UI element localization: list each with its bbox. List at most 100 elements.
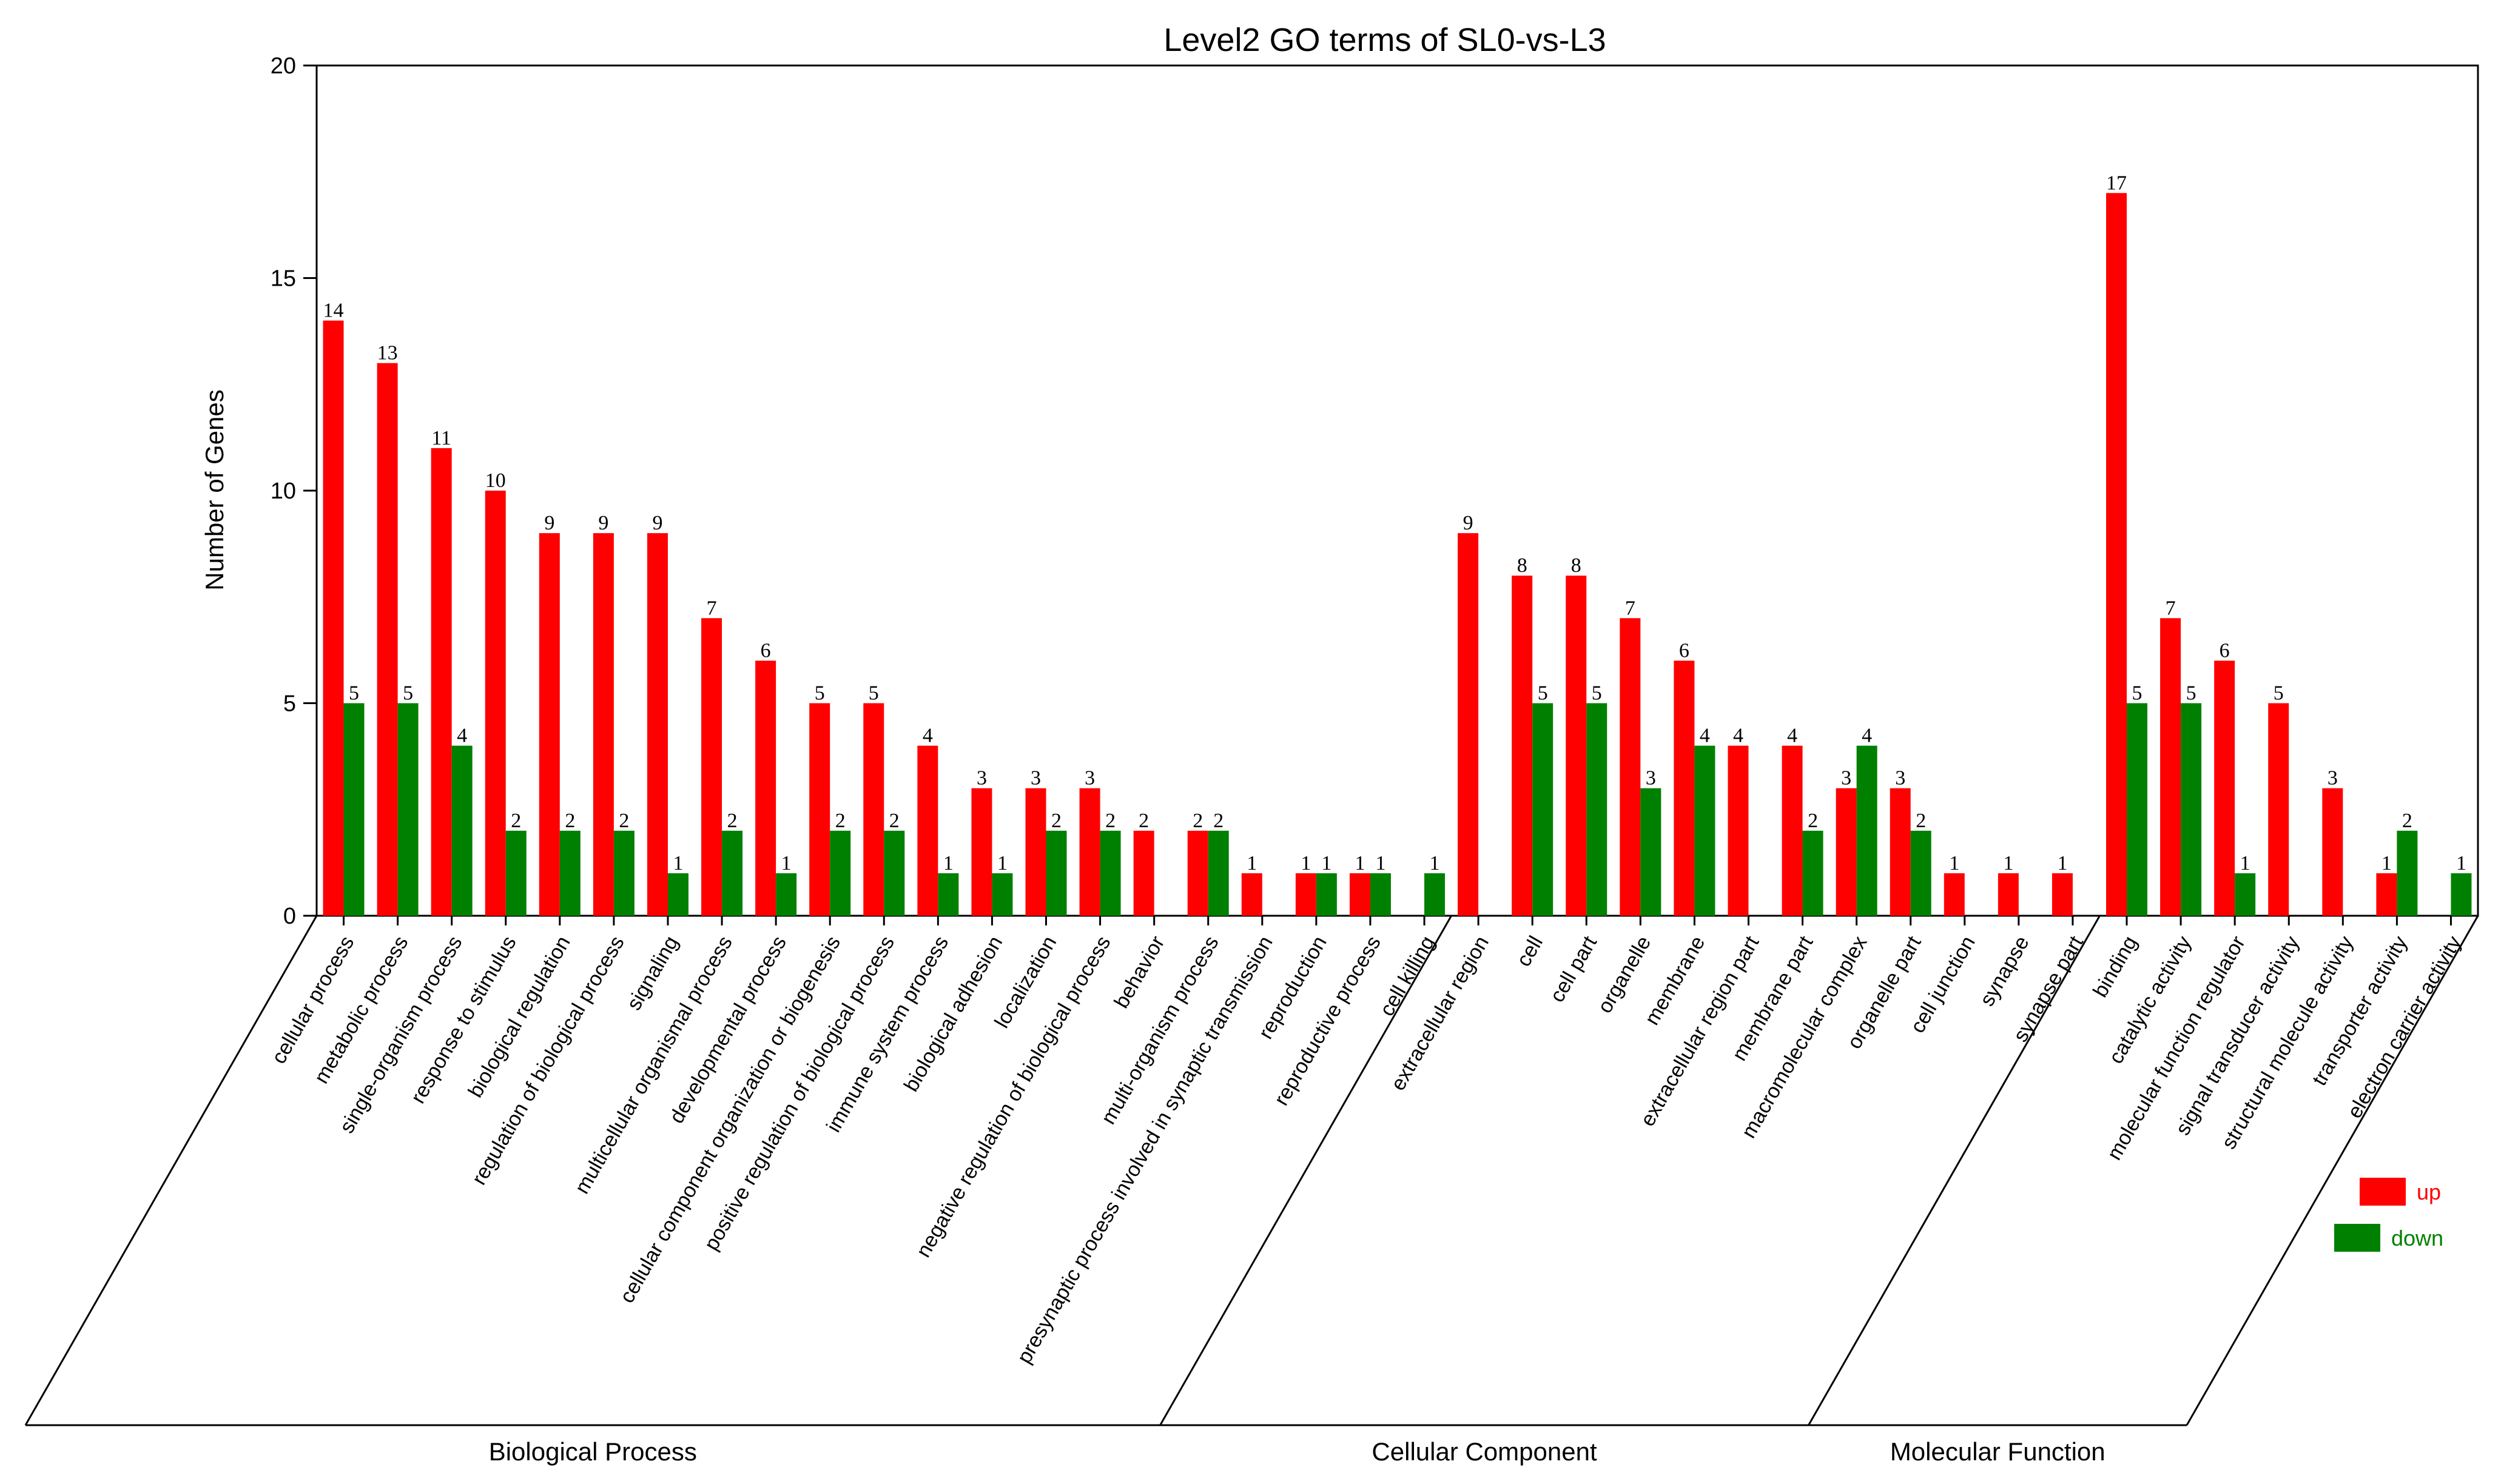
value-label-up: 4 <box>923 725 933 747</box>
x-tick-label: presynaptic process involved in synaptic… <box>1012 932 1277 1368</box>
value-label-down: 2 <box>1051 810 1062 832</box>
value-label-up: 13 <box>377 342 398 364</box>
bar-down <box>667 873 688 916</box>
value-label-down: 1 <box>673 852 683 875</box>
value-label-up: 3 <box>1031 767 1041 790</box>
bar-up <box>701 618 722 916</box>
bar-down <box>776 873 797 916</box>
x-tick-label: biological adhesion <box>900 932 1008 1095</box>
bar-up <box>1512 576 1533 916</box>
y-tick-label: 10 <box>271 478 296 504</box>
bar-up <box>755 660 776 916</box>
bar-up <box>2214 660 2235 916</box>
value-label-down: 4 <box>1862 725 1872 747</box>
value-label-up: 3 <box>1895 767 1905 790</box>
value-label-down: 3 <box>1646 767 1656 790</box>
value-label-down: 1 <box>997 852 1008 875</box>
bar-down <box>1640 788 1661 916</box>
value-label-up: 8 <box>1571 554 1581 577</box>
legend-swatch-up <box>2360 1178 2406 1206</box>
value-label-up: 5 <box>815 682 825 705</box>
legend: up down <box>2334 1178 2443 1252</box>
bar-up <box>1295 873 1316 916</box>
bar-up <box>2322 788 2343 916</box>
bar-up <box>485 491 506 916</box>
value-label-up: 6 <box>1679 639 1689 662</box>
legend-label-up: up <box>2417 1180 2441 1204</box>
y-axis: 0 5 10 15 20 <box>271 53 317 929</box>
value-label-down: 2 <box>619 810 629 832</box>
value-label-up: 7 <box>707 597 717 619</box>
value-label-down: 2 <box>727 810 738 832</box>
group-separator-line <box>1159 915 1452 1426</box>
bar-down <box>1586 703 1607 916</box>
value-label-up: 6 <box>761 639 771 662</box>
bar-down <box>1424 873 1446 916</box>
bar-up <box>2106 193 2127 916</box>
bar-down <box>722 830 743 916</box>
bar-up <box>2052 873 2073 916</box>
value-label-up: 1 <box>2382 852 2392 875</box>
value-label-down: 2 <box>1213 810 1224 832</box>
bar-down <box>992 873 1013 916</box>
value-label-up: 5 <box>2274 682 2284 705</box>
value-label-up: 1 <box>1355 852 1365 875</box>
bar-up <box>1836 788 1857 916</box>
y-tick-label: 15 <box>271 266 296 292</box>
bar-up <box>1944 873 1965 916</box>
bar-down <box>2397 830 2418 916</box>
value-label-up: 7 <box>2166 597 2176 619</box>
bar-down <box>343 703 365 916</box>
value-label-up: 9 <box>598 512 608 534</box>
group-label: Cellular Component <box>1372 1437 1597 1466</box>
value-label-up: 14 <box>323 300 344 322</box>
bar-up <box>2268 703 2289 916</box>
value-label-up: 8 <box>1517 554 1527 577</box>
value-label-up: 9 <box>652 512 662 534</box>
value-label-up: 6 <box>2220 639 2230 662</box>
value-label-down: 2 <box>1808 810 1818 832</box>
bar-up <box>1458 533 1479 916</box>
bar-up <box>1566 576 1587 916</box>
y-tick-label: 0 <box>283 904 296 929</box>
bar-down <box>451 745 473 916</box>
y-tick-label: 5 <box>283 691 296 717</box>
group-separator-line <box>1808 915 2101 1426</box>
value-label-down: 1 <box>1375 852 1385 875</box>
x-tick-label: organelle <box>1593 932 1655 1017</box>
bar-down <box>1532 703 1553 916</box>
bar-down <box>1910 830 1931 916</box>
bar-up <box>809 703 830 916</box>
bar-up <box>971 788 992 916</box>
value-label-down: 1 <box>1430 852 1440 875</box>
group-separator-line <box>2186 915 2479 1426</box>
legend-label-down: down <box>2391 1226 2443 1251</box>
x-tick-label: extracellular region <box>1386 932 1493 1095</box>
value-label-up: 9 <box>1463 512 1473 534</box>
group-label: Biological Process <box>489 1437 697 1466</box>
x-tick-label: synapse <box>1976 932 2034 1010</box>
value-label-down: 2 <box>565 810 575 832</box>
bar-down <box>2451 873 2472 916</box>
value-label-down: 2 <box>835 810 846 832</box>
value-label-up: 7 <box>1625 597 1635 619</box>
bar-up <box>431 448 452 916</box>
value-label-down: 5 <box>1592 682 1602 705</box>
bar-down <box>1856 745 1877 916</box>
group-label: Molecular Function <box>1890 1437 2105 1466</box>
x-tick-label: cell <box>1512 932 1547 970</box>
bar-down <box>2235 873 2256 916</box>
value-label-up: 5 <box>869 682 879 705</box>
value-label-down: 5 <box>403 682 413 705</box>
bar-up <box>917 745 938 916</box>
bar-up <box>1187 830 1208 916</box>
bar-up <box>539 533 560 916</box>
value-label-down: 5 <box>2186 682 2196 705</box>
bar-down <box>884 830 905 916</box>
value-label-down: 1 <box>943 852 954 875</box>
bar-up <box>1349 873 1370 916</box>
value-label-down: 1 <box>781 852 792 875</box>
x-tick-label: signaling <box>622 932 683 1014</box>
bar-up <box>1674 660 1695 916</box>
bar-up <box>1133 830 1154 916</box>
